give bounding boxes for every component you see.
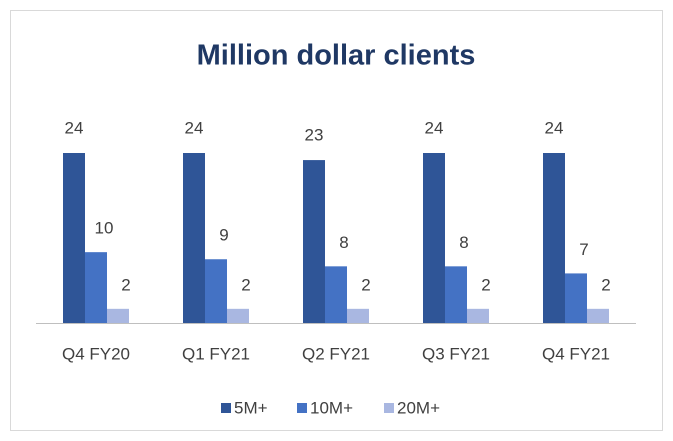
data-label: 8 bbox=[459, 233, 468, 252]
bar bbox=[183, 153, 205, 323]
chart-title: Million dollar clients bbox=[197, 40, 476, 72]
bar bbox=[303, 160, 325, 323]
bar bbox=[587, 308, 609, 323]
data-label: 2 bbox=[481, 275, 490, 294]
bar bbox=[445, 266, 467, 323]
data-label: 2 bbox=[241, 275, 250, 294]
legend-label: 10M+ bbox=[310, 398, 353, 417]
data-label: 24 bbox=[425, 118, 444, 137]
x-tick-label: Q3 FY21 bbox=[422, 344, 490, 363]
data-label: 2 bbox=[601, 275, 610, 294]
bar bbox=[423, 153, 445, 323]
bar bbox=[347, 308, 369, 323]
x-tick-label: Q4 FY20 bbox=[62, 344, 130, 363]
data-label: 2 bbox=[121, 275, 130, 294]
data-label: 24 bbox=[185, 118, 204, 137]
data-label: 2 bbox=[361, 275, 370, 294]
x-tick-label: Q2 FY21 bbox=[302, 344, 370, 363]
bar bbox=[107, 308, 129, 323]
data-label: 23 bbox=[305, 126, 324, 145]
legend-label: 5M+ bbox=[234, 398, 268, 417]
data-label: 9 bbox=[219, 226, 228, 245]
data-label: 7 bbox=[579, 240, 588, 259]
legend-swatch bbox=[384, 403, 394, 413]
data-label: 24 bbox=[65, 118, 84, 137]
bar bbox=[85, 252, 107, 323]
legend-swatch bbox=[297, 403, 307, 413]
bar bbox=[325, 266, 347, 323]
data-label: 10 bbox=[95, 219, 114, 238]
bar bbox=[467, 308, 489, 323]
x-tick-label: Q1 FY21 bbox=[182, 344, 250, 363]
bar bbox=[565, 273, 587, 323]
bar bbox=[205, 259, 227, 323]
legend-swatch bbox=[221, 403, 231, 413]
data-label: 8 bbox=[339, 233, 348, 252]
legend-label: 20M+ bbox=[397, 398, 440, 417]
bar bbox=[63, 153, 85, 323]
x-tick-label: Q4 FY21 bbox=[542, 344, 610, 363]
data-label: 24 bbox=[545, 118, 564, 137]
bar bbox=[227, 308, 249, 323]
bar bbox=[543, 153, 565, 323]
